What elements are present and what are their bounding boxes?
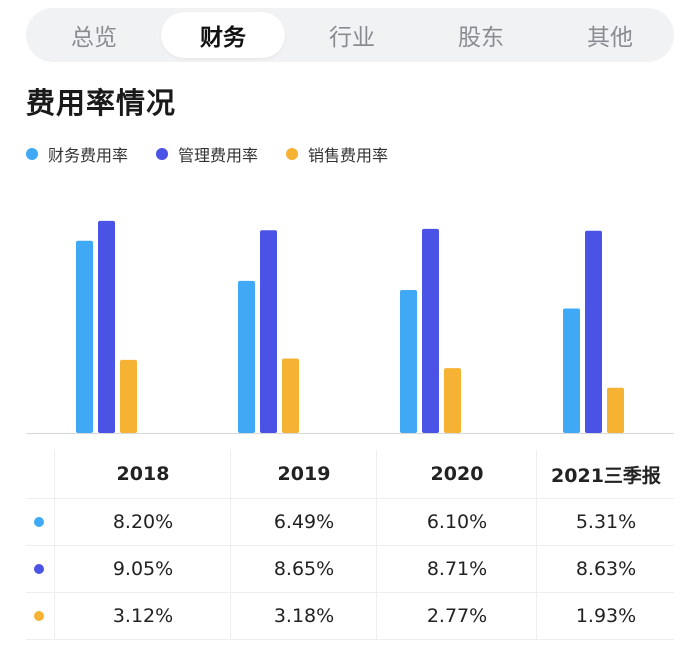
table-cell: 8.71%: [376, 546, 537, 592]
legend-item-admin: 管理费用率: [156, 142, 258, 166]
row-dot-admin: [34, 564, 44, 574]
bar-sales-0: [120, 359, 137, 433]
table-cell: 8.65%: [230, 546, 377, 592]
table-cell: 6.10%: [376, 499, 537, 545]
legend-dot-sales: [286, 148, 299, 160]
table-header-2019: 2019: [230, 450, 377, 498]
bar-sales-2: [444, 368, 461, 433]
table-cell: 3.12%: [54, 593, 231, 639]
bar-finance-1: [238, 280, 255, 433]
legend-item-sales: 销售费用率: [286, 142, 388, 166]
tab-overview[interactable]: 总览: [71, 25, 117, 51]
bar-admin-0: [98, 220, 115, 433]
tab-bar: 总览 财务 行业 股东 其他: [26, 8, 674, 62]
legend-label-sales: 销售费用率: [308, 146, 389, 165]
table-cell: 8.63%: [536, 546, 675, 592]
table-cell: 5.31%: [536, 499, 675, 545]
bar-finance-0: [76, 240, 93, 433]
table-header-row: 2018 2019 2020 2021三季报: [26, 450, 674, 499]
table-row-sales: 3.12% 3.18% 2.77% 1.93%: [26, 593, 674, 640]
legend-dot-finance: [26, 148, 38, 160]
tab-shareholders[interactable]: 股东: [458, 25, 504, 51]
table-header-2020: 2020: [376, 450, 537, 498]
bar-admin-2: [422, 228, 439, 433]
table-row-admin: 9.05% 8.65% 8.71% 8.63%: [26, 546, 674, 593]
table-header-2021q3: 2021三季报: [536, 450, 675, 498]
table-header-2018: 2018: [54, 450, 231, 498]
table-cell: 1.93%: [536, 593, 675, 639]
section-title: 费用率情况: [26, 86, 177, 120]
tab-finance[interactable]: 财务: [161, 12, 285, 58]
chart-legend: 财务费用率 管理费用率 销售费用率: [26, 142, 388, 166]
tab-industry[interactable]: 行业: [329, 25, 375, 51]
bar-sales-1: [282, 358, 299, 433]
row-dot-sales: [34, 611, 44, 621]
legend-label-admin: 管理费用率: [178, 146, 259, 165]
bar-admin-1: [260, 230, 277, 433]
bar-finance-2: [400, 290, 417, 433]
table-row-finance: 8.20% 6.49% 6.10% 5.31%: [26, 499, 674, 546]
legend-dot-admin: [156, 148, 169, 160]
table-cell: 9.05%: [54, 546, 231, 592]
tab-other[interactable]: 其他: [587, 25, 633, 51]
legend-label-finance: 财务费用率: [48, 146, 129, 165]
table-cell: 3.18%: [230, 593, 377, 639]
bar-admin-3: [585, 230, 602, 433]
table-cell: 2.77%: [376, 593, 537, 639]
bar-sales-3: [607, 387, 624, 433]
bar-finance-3: [563, 308, 580, 433]
table-cell: 8.20%: [54, 499, 231, 545]
legend-item-finance: 财务费用率: [26, 142, 128, 166]
row-dot-finance: [34, 517, 44, 527]
table-cell: 6.49%: [230, 499, 377, 545]
expense-ratio-table: 2018 2019 2020 2021三季报 8.20% 6.49% 6.10%…: [26, 450, 674, 640]
expense-ratio-bar-chart: [26, 220, 674, 434]
